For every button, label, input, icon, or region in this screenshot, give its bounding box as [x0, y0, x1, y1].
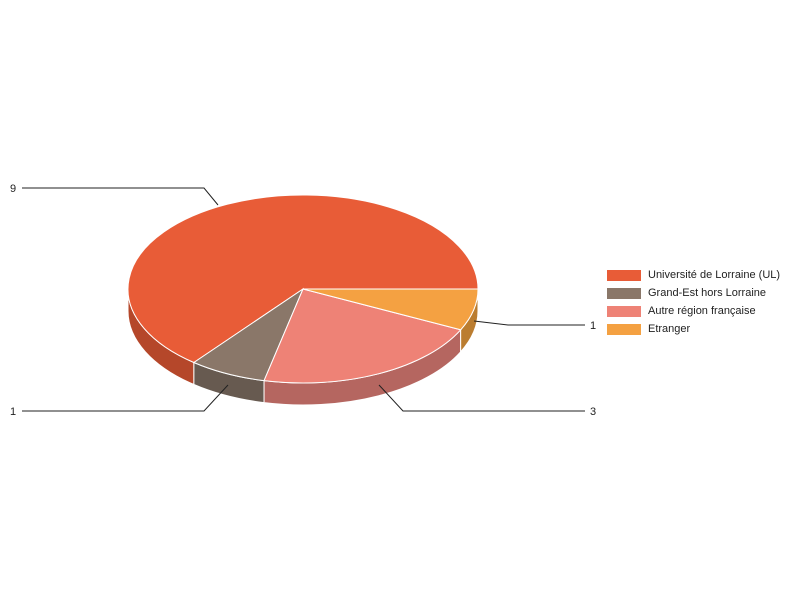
leader-line [22, 384, 229, 412]
legend-label: Autre région française [648, 305, 756, 317]
data-label: 1 [590, 320, 596, 332]
legend-item: Grand-Est hors Lorraine [607, 284, 780, 302]
legend-label: Grand-Est hors Lorraine [648, 287, 766, 299]
legend-item: Etranger [607, 320, 780, 338]
legend-swatch [607, 287, 641, 299]
pie-slice [302, 288, 479, 331]
leader-line [378, 384, 585, 412]
legend-swatch [607, 305, 641, 317]
legend: Université de Lorraine (UL) Grand-Est ho… [607, 266, 780, 338]
pie-slice [127, 194, 479, 364]
data-label: 9 [10, 183, 16, 195]
data-label: 3 [590, 406, 596, 418]
legend-swatch [607, 269, 641, 281]
legend-item: Autre région française [607, 302, 780, 320]
leader-line [473, 320, 585, 326]
leader-line [22, 187, 219, 206]
legend-label: Université de Lorraine (UL) [648, 269, 781, 281]
data-label: 1 [10, 406, 16, 418]
legend-label: Etranger [648, 323, 691, 335]
legend-swatch [607, 323, 641, 335]
pie-slice [263, 288, 462, 384]
legend-item: Université de Lorraine (UL) [607, 266, 780, 284]
